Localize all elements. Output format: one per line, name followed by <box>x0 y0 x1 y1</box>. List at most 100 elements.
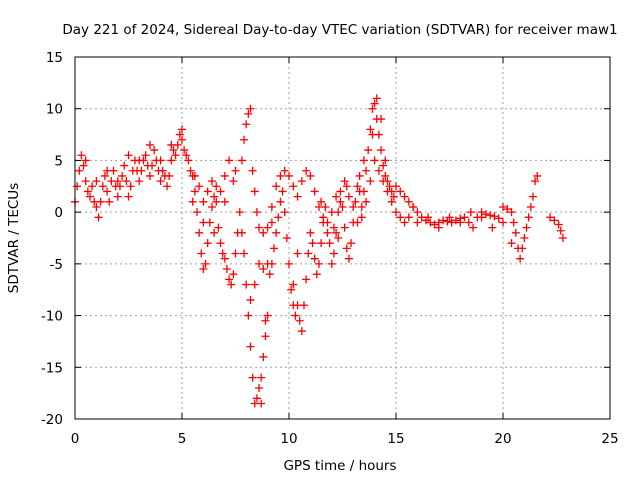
data-point <box>340 223 349 232</box>
data-point <box>98 182 107 191</box>
data-point <box>246 342 255 351</box>
y-tick-label: -15 <box>41 360 63 376</box>
data-point <box>366 177 375 186</box>
data-point <box>377 146 386 155</box>
data-point <box>447 218 456 227</box>
data-point <box>175 130 184 139</box>
data-point <box>148 161 157 170</box>
data-point <box>445 213 454 222</box>
data-point <box>554 220 563 229</box>
data-point <box>426 218 435 227</box>
data-point <box>274 213 283 222</box>
data-point <box>240 135 249 144</box>
data-point <box>332 192 341 201</box>
data-point <box>381 156 390 165</box>
data-point <box>550 216 559 225</box>
data-point <box>558 234 567 242</box>
data-point <box>488 223 497 232</box>
data-point <box>192 208 201 217</box>
data-point <box>434 223 443 232</box>
data-point <box>400 218 409 227</box>
data-point <box>137 166 146 175</box>
data-point <box>285 259 293 268</box>
data-point <box>81 156 90 165</box>
data-point <box>319 213 328 222</box>
data-point <box>92 177 101 186</box>
data-point <box>334 234 343 242</box>
data-point <box>499 202 507 211</box>
data-point <box>180 146 189 155</box>
data-point <box>366 125 375 134</box>
data-point <box>289 182 298 191</box>
data-point <box>323 228 332 237</box>
data-point <box>278 187 287 196</box>
data-point <box>220 254 229 263</box>
data-point <box>259 352 268 361</box>
data-point <box>214 223 223 232</box>
data-point <box>317 197 326 206</box>
data-point <box>156 177 165 186</box>
data-point <box>368 104 377 113</box>
data-point <box>167 156 176 165</box>
data-point <box>237 228 246 237</box>
data-point <box>186 166 195 175</box>
data-point <box>509 218 518 227</box>
data-point <box>103 187 112 196</box>
data-point <box>336 197 345 206</box>
y-tick-label: -5 <box>50 257 63 273</box>
data-point <box>486 211 495 220</box>
data-point <box>220 197 229 206</box>
data-point <box>85 192 94 201</box>
data-point <box>141 151 150 160</box>
data-point <box>282 234 291 242</box>
data-point <box>312 270 321 279</box>
data-point <box>237 156 246 165</box>
data-point <box>216 239 225 248</box>
x-ticks: 0 5 10 15 20 25 <box>71 57 619 447</box>
data-point <box>263 259 272 268</box>
data-point <box>190 171 199 180</box>
data-point <box>120 161 129 170</box>
data-point <box>494 214 503 223</box>
data-point <box>466 208 475 217</box>
y-ticks: -20 -15 -10 -5 0 5 10 15 <box>41 50 610 428</box>
data-point <box>499 218 507 227</box>
data-point <box>220 171 229 180</box>
data-point <box>255 383 264 392</box>
data-point <box>490 212 499 221</box>
data-point <box>163 182 172 191</box>
data-point <box>336 187 345 196</box>
data-point <box>178 125 186 134</box>
data-point <box>81 177 90 186</box>
data-point <box>362 197 371 206</box>
x-tick-label: 15 <box>387 431 404 447</box>
data-point <box>443 217 452 226</box>
data-point <box>79 161 88 170</box>
data-point <box>516 254 525 263</box>
data-point <box>533 171 542 180</box>
data-point <box>351 197 360 206</box>
data-point <box>122 177 131 186</box>
data-point <box>227 280 236 289</box>
data-point <box>169 146 178 155</box>
data-point <box>353 218 362 227</box>
data-point <box>404 197 413 206</box>
data-point <box>381 171 390 180</box>
data-point <box>396 187 405 196</box>
data-point <box>250 280 259 289</box>
data-point <box>297 177 306 186</box>
data-point <box>244 311 253 320</box>
data-point <box>317 239 326 248</box>
data-point <box>293 249 302 258</box>
data-point <box>353 182 362 191</box>
data-point <box>197 249 206 258</box>
data-point <box>235 208 244 217</box>
data-point <box>259 228 268 237</box>
data-point <box>325 239 334 248</box>
data-point <box>267 202 276 211</box>
data-point <box>389 192 398 201</box>
data-point <box>531 177 540 186</box>
data-point <box>329 223 338 232</box>
data-point <box>464 218 473 227</box>
data-point <box>203 239 212 248</box>
